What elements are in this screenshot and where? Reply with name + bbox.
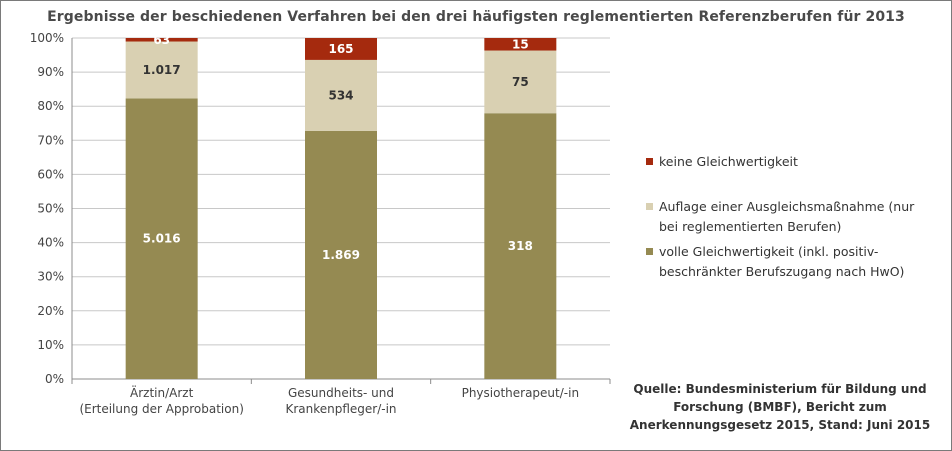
y-tick-label: 20% <box>37 304 64 318</box>
legend-item-volle: volle Gleichwertigkeit (inkl. positiv-be… <box>646 242 949 282</box>
data-label: 1.869 <box>322 248 360 262</box>
data-label: 165 <box>328 42 353 56</box>
legend-item-keine: keine Gleichwertigkeit <box>646 152 798 172</box>
legend-item-auflage: Auflage einer Ausgleichsmaßnahme (nur be… <box>646 197 929 237</box>
bar-segment <box>125 41 198 99</box>
y-tick-label: 0% <box>45 372 64 386</box>
y-tick-label: 70% <box>37 133 64 147</box>
data-label: 318 <box>508 239 533 253</box>
y-tick-label: 60% <box>37 167 64 181</box>
legend-label-keine: keine Gleichwertigkeit <box>659 154 798 169</box>
x-tick-label: Ärztin/Arzt <box>130 385 194 400</box>
bar-segment <box>305 59 377 131</box>
bar-segment <box>305 130 377 379</box>
data-label: 63 <box>153 33 170 47</box>
data-label: 1.017 <box>143 63 181 77</box>
bar-segment <box>484 38 557 51</box>
y-tick-label: 80% <box>37 99 64 113</box>
y-tick-label: 10% <box>37 338 64 352</box>
x-tick-label: Krankenpfleger/-in <box>285 402 396 416</box>
data-label: 15 <box>512 37 529 51</box>
data-label: 534 <box>328 88 353 102</box>
chart-title: Ergebnisse der beschiedenen Verfahren be… <box>47 9 905 25</box>
y-tick-label: 50% <box>37 202 64 216</box>
bar-segment <box>125 38 198 42</box>
bar-segment <box>125 98 198 379</box>
y-tick-label: 30% <box>37 270 64 284</box>
x-tick-label: Gesundheits- und <box>288 386 394 400</box>
legend-label-volle: volle Gleichwertigkeit (inkl. positiv-be… <box>659 244 905 279</box>
data-label: 75 <box>512 75 529 89</box>
x-tick-label: (Erteilung der Approbation) <box>79 402 243 416</box>
x-tick-label: Physiotherapeut/-in <box>462 386 579 400</box>
legend-label-auflage: Auflage einer Ausgleichsmaßnahme (nur be… <box>659 199 915 234</box>
bar-segment <box>484 113 557 380</box>
legend-swatch-volle <box>646 248 653 255</box>
data-label: 5.016 <box>143 232 181 246</box>
bar-segment <box>484 50 557 114</box>
y-tick-label: 100% <box>30 31 64 45</box>
y-tick-label: 90% <box>37 65 64 79</box>
legend-swatch-keine <box>646 158 653 165</box>
legend-swatch-auflage <box>646 203 653 210</box>
bar-segment <box>305 38 377 60</box>
source-note: Quelle: Bundesministerium für Bildung un… <box>629 382 931 432</box>
y-tick-label: 40% <box>37 236 64 250</box>
